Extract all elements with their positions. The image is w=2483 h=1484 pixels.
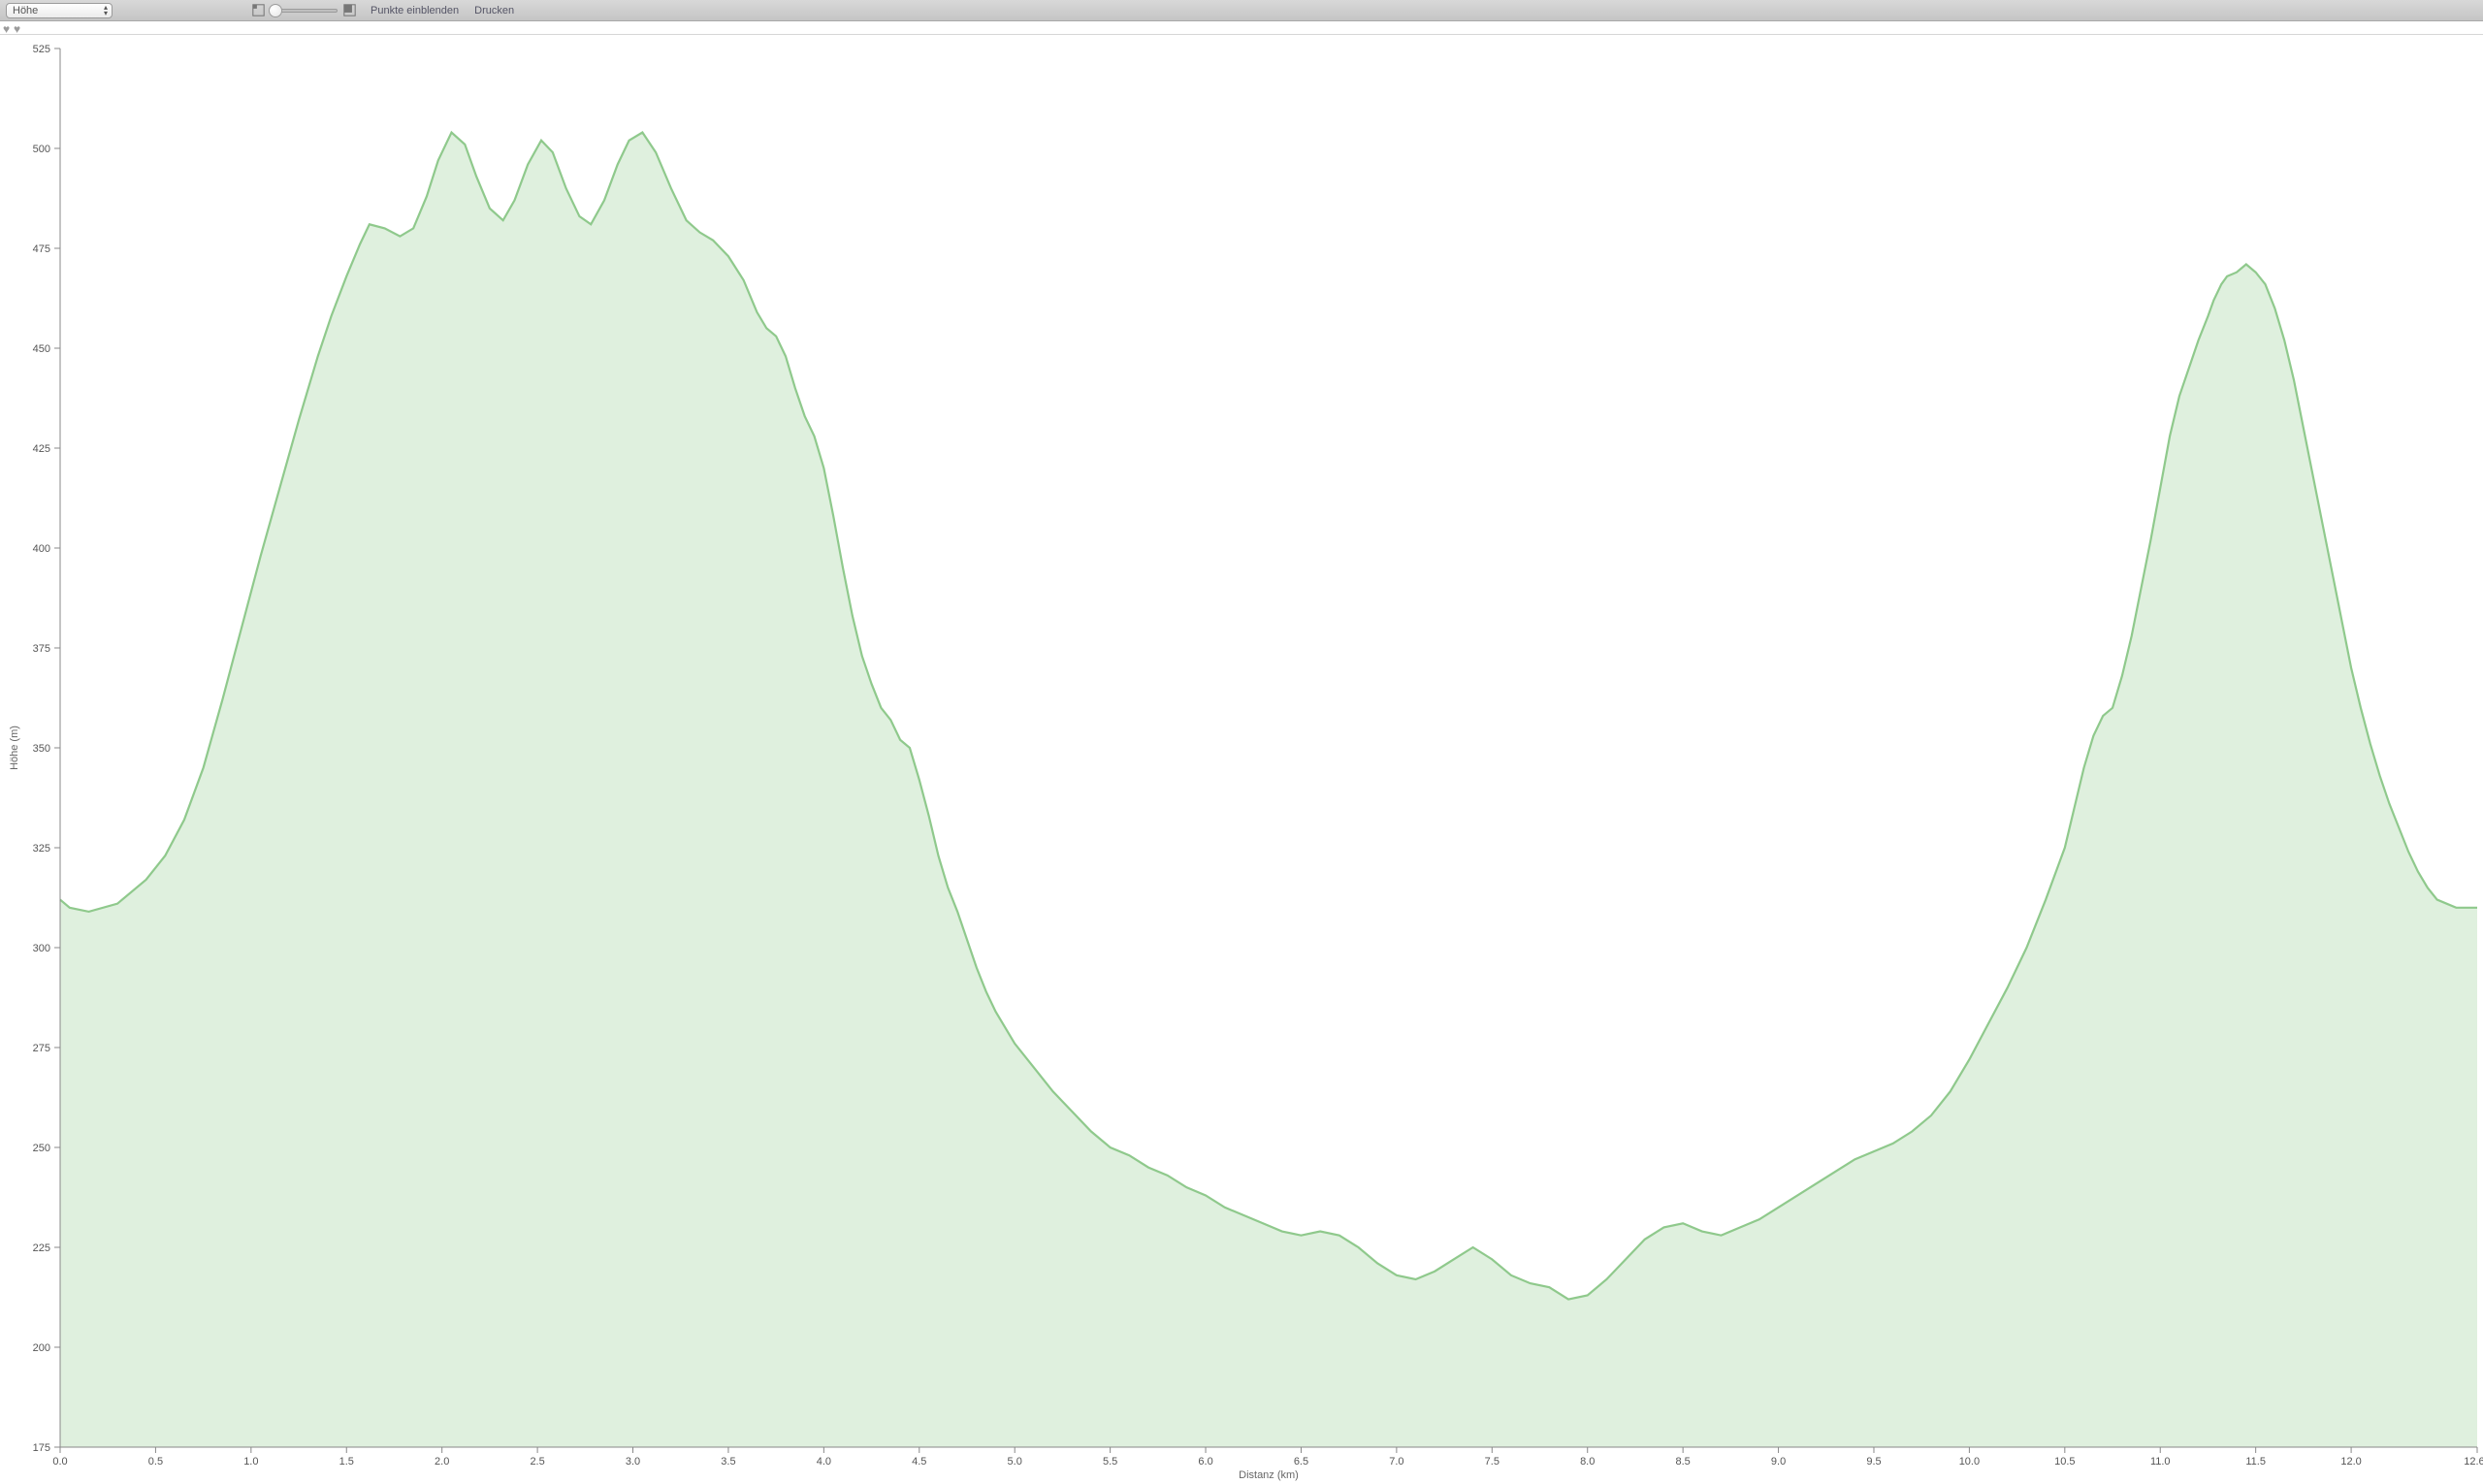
svg-text:375: 375 <box>33 643 50 655</box>
svg-text:1.5: 1.5 <box>339 1456 354 1468</box>
toolbar: Höhe ▴▾ Punkte einblenden Drucken <box>0 0 2483 21</box>
chart-svg: 175 200 225 250 275 300 325 350 375 400 425 450 475 5… <box>0 35 2483 1484</box>
svg-text:1.0: 1.0 <box>243 1456 258 1468</box>
zoom-slider[interactable] <box>270 9 338 13</box>
svg-text:200: 200 <box>33 1342 50 1354</box>
svg-text:475: 475 <box>33 243 50 255</box>
show-points-button[interactable]: Punkte einblenden <box>369 5 461 16</box>
svg-text:4.0: 4.0 <box>817 1456 831 1468</box>
svg-text:9.5: 9.5 <box>1866 1456 1881 1468</box>
svg-text:4.5: 4.5 <box>912 1456 926 1468</box>
svg-text:Distanz (km): Distanz (km) <box>1239 1469 1299 1481</box>
svg-text:7.0: 7.0 <box>1389 1456 1403 1468</box>
svg-text:5.0: 5.0 <box>1008 1456 1022 1468</box>
dropdown-value: Höhe <box>13 5 38 16</box>
svg-text:0.0: 0.0 <box>52 1456 67 1468</box>
svg-text:7.5: 7.5 <box>1485 1456 1499 1468</box>
svg-text:11.5: 11.5 <box>2245 1456 2266 1468</box>
svg-text:300: 300 <box>33 943 50 954</box>
dropdown-arrows-icon: ▴▾ <box>104 5 108 16</box>
svg-text:225: 225 <box>33 1242 50 1254</box>
zoom-in-icon[interactable] <box>341 3 357 18</box>
svg-text:6.5: 6.5 <box>1294 1456 1308 1468</box>
svg-text:400: 400 <box>33 543 50 555</box>
svg-text:500: 500 <box>33 144 50 155</box>
svg-text:275: 275 <box>33 1043 50 1054</box>
svg-text:3.5: 3.5 <box>721 1456 735 1468</box>
svg-text:175: 175 <box>33 1442 50 1454</box>
svg-text:9.0: 9.0 <box>1771 1456 1786 1468</box>
svg-text:11.0: 11.0 <box>2150 1456 2171 1468</box>
elevation-chart: 175 200 225 250 275 300 325 350 375 400 425 450 475 5… <box>0 35 2483 1484</box>
svg-text:5.5: 5.5 <box>1103 1456 1117 1468</box>
svg-text:2.5: 2.5 <box>530 1456 544 1468</box>
svg-text:425: 425 <box>33 443 50 455</box>
svg-text:2.0: 2.0 <box>435 1456 449 1468</box>
zoom-slider-thumb[interactable] <box>269 4 282 17</box>
svg-text:8.0: 8.0 <box>1580 1456 1595 1468</box>
svg-text:350: 350 <box>33 743 50 755</box>
svg-text:10.5: 10.5 <box>2054 1456 2075 1468</box>
zoom-out-icon[interactable] <box>250 3 266 18</box>
svg-text:250: 250 <box>33 1143 50 1154</box>
svg-text:12.0: 12.0 <box>2340 1456 2361 1468</box>
print-button[interactable]: Drucken <box>472 5 516 16</box>
svg-text:325: 325 <box>33 843 50 855</box>
svg-text:3.0: 3.0 <box>626 1456 640 1468</box>
y-axis-dropdown[interactable]: Höhe ▴▾ <box>6 3 113 18</box>
marker-bar: ♥ ♥ <box>0 21 2483 35</box>
svg-text:10.0: 10.0 <box>1959 1456 1980 1468</box>
svg-text:6.0: 6.0 <box>1198 1456 1212 1468</box>
zoom-slider-group <box>250 3 357 18</box>
heart-marker-icon[interactable]: ♥ <box>3 22 10 36</box>
svg-text:450: 450 <box>33 343 50 355</box>
svg-text:525: 525 <box>33 44 50 55</box>
svg-text:Höhe (m): Höhe (m) <box>9 726 20 770</box>
svg-text:8.5: 8.5 <box>1675 1456 1690 1468</box>
heart-marker-icon[interactable]: ♥ <box>14 22 20 36</box>
svg-text:0.5: 0.5 <box>148 1456 163 1468</box>
svg-text:12.66: 12.66 <box>2464 1456 2483 1468</box>
